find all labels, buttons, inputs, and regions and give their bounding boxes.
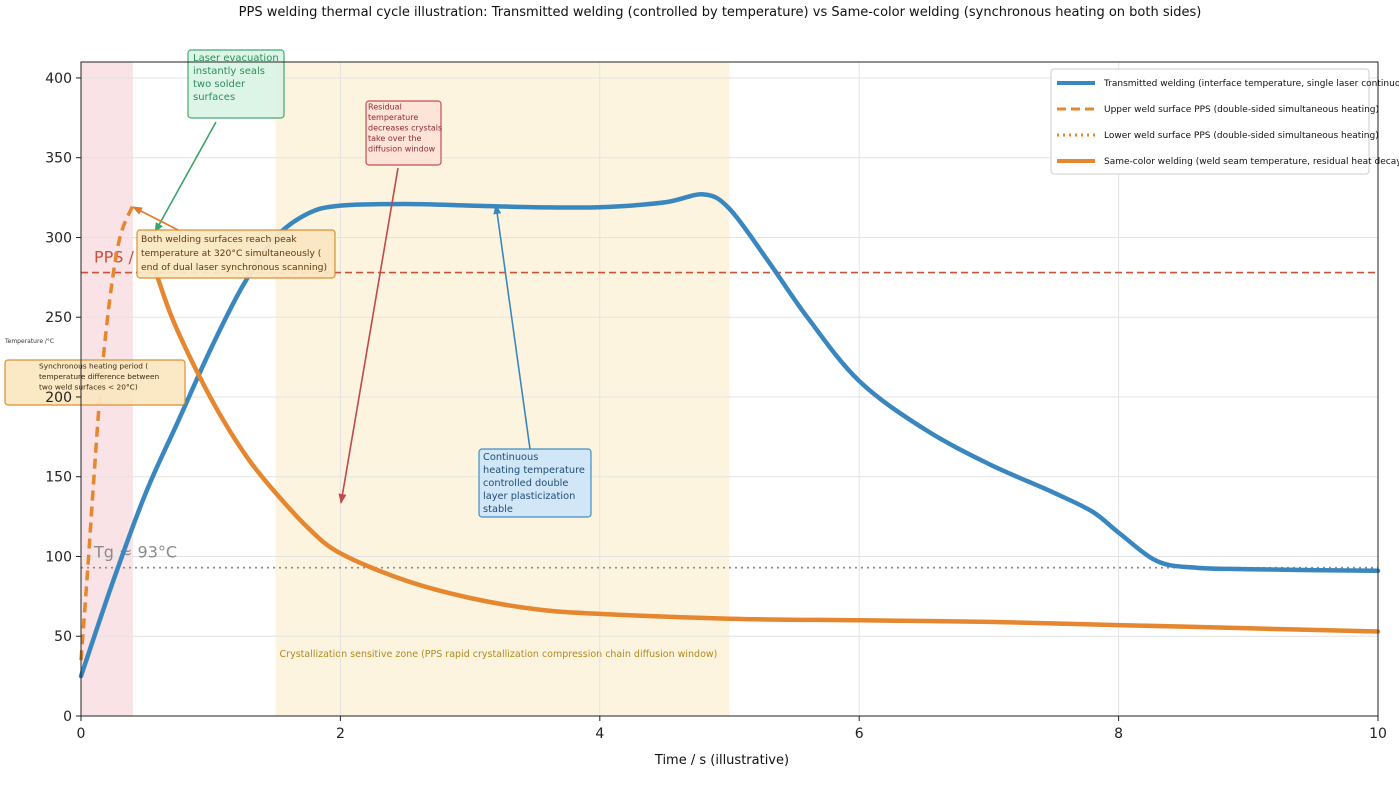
legend-label-0: Transmitted welding (interface temperatu… xyxy=(1103,79,1399,89)
annotation-text-line: two solder xyxy=(193,79,246,90)
annotation-arrows xyxy=(132,121,531,504)
annotation-text-line: stable xyxy=(483,504,513,515)
annotation-text-line: decreases crystals xyxy=(368,124,442,133)
annotation-text-line: controlled double xyxy=(483,478,568,489)
legend: Transmitted welding (interface temperatu… xyxy=(1050,68,1399,175)
annotation-text-line: Continuous xyxy=(483,452,538,463)
annotation-text-line: surfaces xyxy=(193,92,235,103)
legend-box xyxy=(1050,68,1370,175)
annotation-laser: Laser evacuation instantly seals two solde… xyxy=(187,49,285,119)
annotation-arrow-1 xyxy=(338,167,399,504)
region-1 xyxy=(275,62,730,716)
annotation-text-line: Laser evacuation xyxy=(193,53,279,64)
x-tick-label: 2 xyxy=(336,726,345,742)
plot-frame xyxy=(80,61,1379,717)
y-tick-label: 350 xyxy=(45,151,72,167)
y-tick-label: 100 xyxy=(45,549,72,565)
x-tick-label: 8 xyxy=(1114,726,1123,742)
annotation-text-line: temperature difference between xyxy=(39,372,160,381)
series-line-3 xyxy=(150,259,1381,634)
annotations: Laser evacuation instantly seals two solde… xyxy=(4,49,592,518)
annotation-box xyxy=(365,100,442,166)
y-tick-label: 200 xyxy=(45,390,72,406)
annotation-text-line: layer plasticization xyxy=(483,491,575,502)
annotation-text-line: Both welding surfaces reach peak xyxy=(141,234,297,245)
background-regions: Crystallization sensitive zone (PPS rapi… xyxy=(81,62,730,716)
annotation-text-line: end of dual laser synchronous scanning) xyxy=(141,262,327,273)
annotation-text-line: temperature xyxy=(368,113,418,122)
annotation-peak: Both welding surfaces reach peak temperat… xyxy=(136,229,336,279)
y-tick-label: 0 xyxy=(63,709,72,725)
x-tick-label: 6 xyxy=(855,726,864,742)
annotation-continuous: Continuous heating temperature controlled … xyxy=(478,448,592,518)
series-lines xyxy=(78,192,1381,679)
series-line-0 xyxy=(78,192,1381,679)
y-tick-label: 150 xyxy=(45,470,72,486)
y-tick-label: 300 xyxy=(45,230,72,246)
annotation-text-line: diffusion window xyxy=(368,145,436,154)
annotation-text-line: heating temperature xyxy=(483,465,585,476)
x-tick-label: 0 xyxy=(77,726,86,742)
annotation-box xyxy=(187,49,285,119)
annotation-text-line: instantly seals xyxy=(193,66,265,77)
annotation-text-line: Synchronous heating period ( xyxy=(39,362,148,371)
annotation-text-line: take over the xyxy=(368,134,421,143)
reference-label-1: Tg ≈ 93°C xyxy=(93,543,177,562)
legend-label-1: Upper weld surface PPS (double-sided sim… xyxy=(1104,105,1379,115)
annotation-arrow-2 xyxy=(493,204,531,450)
series-line-1 xyxy=(79,204,135,661)
annotation-arrow-3 xyxy=(132,206,183,233)
region-label: Crystallization sensitive zone (PPS rapi… xyxy=(280,649,718,660)
annotation-box xyxy=(4,359,186,406)
annotation-text-line: Residual xyxy=(368,103,402,112)
annotation-arrow-0 xyxy=(154,121,217,233)
annotation-text-line: temperature at 320°C simultaneously ( xyxy=(141,248,321,259)
y-tick-label: 400 xyxy=(45,71,72,87)
annotation-box xyxy=(136,229,336,279)
annotation-text-line: two weld surfaces < 20°C) xyxy=(39,383,138,392)
legend-label-3: Same-color welding (weld seam temperatur… xyxy=(1104,157,1399,167)
legend-label-2: Lower weld surface PPS (double-sided sim… xyxy=(1104,131,1379,141)
x-tick-label: 4 xyxy=(595,726,604,742)
y-axis-label: Temperature /°C xyxy=(4,338,54,345)
x-tick-label: 10 xyxy=(1369,726,1387,742)
annotation-sync: Synchronous heating period (temperature … xyxy=(4,359,186,406)
x-axis-label: Time / s (illustrative) xyxy=(654,753,789,768)
annotation-box xyxy=(478,448,592,518)
y-tick-label: 250 xyxy=(45,310,72,326)
y-tick-label: 50 xyxy=(54,629,72,645)
chart-title: PPS welding thermal cycle illustration: … xyxy=(239,5,1202,20)
